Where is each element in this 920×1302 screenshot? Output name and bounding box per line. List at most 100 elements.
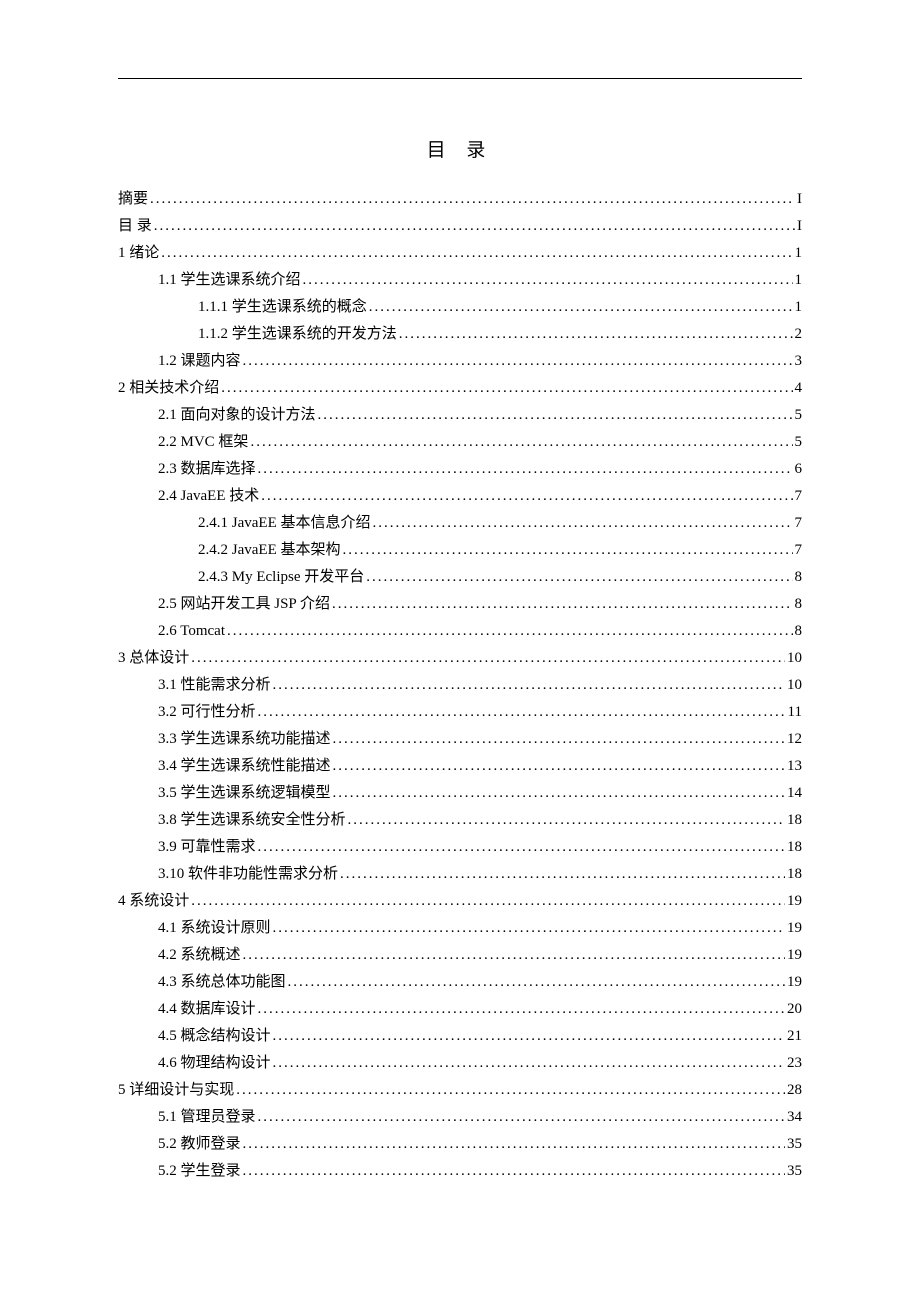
toc-entry-page: 8 xyxy=(795,591,803,618)
toc-entry-page: 2 xyxy=(795,321,803,348)
toc-entry-label: 3 总体设计 xyxy=(118,645,189,672)
toc-leader-dots xyxy=(332,591,793,618)
toc-entry: 1.1.1 学生选课系统的概念 1 xyxy=(118,294,802,321)
toc-entry-label: 2.4 JavaEE 技术 xyxy=(158,483,259,510)
toc-entry-label: 5.2 学生登录 xyxy=(158,1158,241,1185)
toc-leader-dots xyxy=(333,780,785,807)
toc-entry: 3.9 可靠性需求 18 xyxy=(118,834,802,861)
toc-leader-dots xyxy=(236,1077,785,1104)
toc-leader-dots xyxy=(243,1131,785,1158)
toc-entry: 2.3 数据库选择6 xyxy=(118,456,802,483)
toc-leader-dots xyxy=(333,726,785,753)
toc-entry: 4.2 系统概述 19 xyxy=(118,942,802,969)
toc-entry: 2.4.1 JavaEE 基本信息介绍 7 xyxy=(118,510,802,537)
toc-leader-dots xyxy=(227,618,793,645)
toc-leader-dots xyxy=(340,861,785,888)
toc-entry-page: 21 xyxy=(787,1023,802,1050)
toc-entry: 4.4 数据库设计 20 xyxy=(118,996,802,1023)
toc-entry-label: 3.5 学生选课系统逻辑模型 xyxy=(158,780,331,807)
toc-entry: 3 总体设计 10 xyxy=(118,645,802,672)
toc-leader-dots xyxy=(288,969,785,996)
toc-entry-page: 18 xyxy=(787,834,802,861)
toc-entry-page: 19 xyxy=(787,888,802,915)
toc-entry-label: 1.1.2 学生选课系统的开发方法 xyxy=(198,321,397,348)
toc-entry-label: 4 系统设计 xyxy=(118,888,189,915)
toc-entry: 4.1 系统设计原则 19 xyxy=(118,915,802,942)
toc-entry: 3.3 学生选课系统功能描述12 xyxy=(118,726,802,753)
toc-leader-dots xyxy=(258,1104,785,1131)
toc-entry-label: 2.4.2 JavaEE 基本架构 xyxy=(198,537,340,564)
toc-leader-dots xyxy=(258,699,786,726)
toc-entry-label: 1 绪论 xyxy=(118,240,159,267)
toc-title: 目 录 xyxy=(118,135,802,162)
toc-entry: 摘要I xyxy=(118,186,802,213)
toc-entry-page: 18 xyxy=(787,861,802,888)
toc-entry-label: 5.2 教师登录 xyxy=(158,1131,241,1158)
toc-list: 摘要I目 录I1 绪论11.1 学生选课系统介绍11.1.1 学生选课系统的概念… xyxy=(118,186,802,1185)
toc-entry-label: 4.4 数据库设计 xyxy=(158,996,256,1023)
toc-entry-page: 35 xyxy=(787,1131,802,1158)
toc-entry-label: 2.1 面向对象的设计方法 xyxy=(158,402,316,429)
toc-leader-dots xyxy=(243,348,793,375)
toc-entry: 3.8 学生选课系统安全性分析18 xyxy=(118,807,802,834)
toc-leader-dots xyxy=(258,996,785,1023)
toc-entry-label: 2.2 MVC 框架 xyxy=(158,429,248,456)
toc-entry-page: 35 xyxy=(787,1158,802,1185)
toc-entry: 3.10 软件非功能性需求分析18 xyxy=(118,861,802,888)
toc-leader-dots xyxy=(369,294,793,321)
toc-entry: 5.2 教师登录 35 xyxy=(118,1131,802,1158)
toc-entry: 2.5 网站开发工具 JSP 介绍8 xyxy=(118,591,802,618)
toc-entry-label: 1.1.1 学生选课系统的概念 xyxy=(198,294,367,321)
toc-entry-label: 目 录 xyxy=(118,213,152,240)
toc-entry-page: I xyxy=(797,213,802,240)
toc-entry-page: 7 xyxy=(795,537,803,564)
toc-entry-page: 10 xyxy=(787,672,802,699)
toc-entry-label: 3.9 可靠性需求 xyxy=(158,834,256,861)
toc-entry: 5.1 管理员登录34 xyxy=(118,1104,802,1131)
toc-leader-dots xyxy=(250,429,792,456)
toc-leader-dots xyxy=(372,510,792,537)
toc-leader-dots xyxy=(333,753,785,780)
toc-entry: 3.2 可行性分析11 xyxy=(118,699,802,726)
toc-entry: 3.5 学生选课系统逻辑模型 14 xyxy=(118,780,802,807)
toc-entry-page: 20 xyxy=(787,996,802,1023)
toc-entry-page: 5 xyxy=(795,402,803,429)
toc-entry-label: 5 详细设计与实现 xyxy=(118,1077,234,1104)
toc-entry: 5 详细设计与实现28 xyxy=(118,1077,802,1104)
toc-entry: 3.4 学生选课系统性能描述13 xyxy=(118,753,802,780)
toc-entry-label: 5.1 管理员登录 xyxy=(158,1104,256,1131)
toc-leader-dots xyxy=(273,672,785,699)
toc-entry-label: 2.4.3 My Eclipse 开发平台 xyxy=(198,564,364,591)
toc-entry: 1.2 课题内容3 xyxy=(118,348,802,375)
toc-entry-page: 8 xyxy=(795,564,803,591)
toc-leader-dots xyxy=(150,186,795,213)
toc-entry-page: 14 xyxy=(787,780,802,807)
toc-leader-dots xyxy=(154,213,795,240)
toc-entry-label: 4.1 系统设计原则 xyxy=(158,915,271,942)
toc-leader-dots xyxy=(318,402,793,429)
toc-entry-page: 7 xyxy=(795,483,803,510)
toc-entry-page: 18 xyxy=(787,807,802,834)
toc-leader-dots xyxy=(366,564,792,591)
toc-entry-label: 2.3 数据库选择 xyxy=(158,456,256,483)
toc-entry-label: 2.4.1 JavaEE 基本信息介绍 xyxy=(198,510,370,537)
toc-entry: 目 录I xyxy=(118,213,802,240)
toc-entry-page: 19 xyxy=(787,942,802,969)
toc-entry-label: 4.6 物理结构设计 xyxy=(158,1050,271,1077)
toc-entry-label: 摘要 xyxy=(118,186,148,213)
toc-entry-label: 1.1 学生选课系统介绍 xyxy=(158,267,301,294)
toc-leader-dots xyxy=(161,240,792,267)
toc-entry-page: 19 xyxy=(787,915,802,942)
toc-leader-dots xyxy=(342,537,792,564)
toc-entry-label: 4.2 系统概述 xyxy=(158,942,241,969)
toc-entry-page: 1 xyxy=(795,294,803,321)
toc-entry-page: 19 xyxy=(787,969,802,996)
toc-leader-dots xyxy=(191,645,785,672)
toc-entry-page: 10 xyxy=(787,645,802,672)
toc-leader-dots xyxy=(243,942,785,969)
toc-entry-page: 7 xyxy=(795,510,803,537)
toc-entry: 5.2 学生登录 35 xyxy=(118,1158,802,1185)
toc-leader-dots xyxy=(399,321,793,348)
toc-entry-page: 12 xyxy=(787,726,802,753)
toc-entry: 3.1 性能需求分析10 xyxy=(118,672,802,699)
